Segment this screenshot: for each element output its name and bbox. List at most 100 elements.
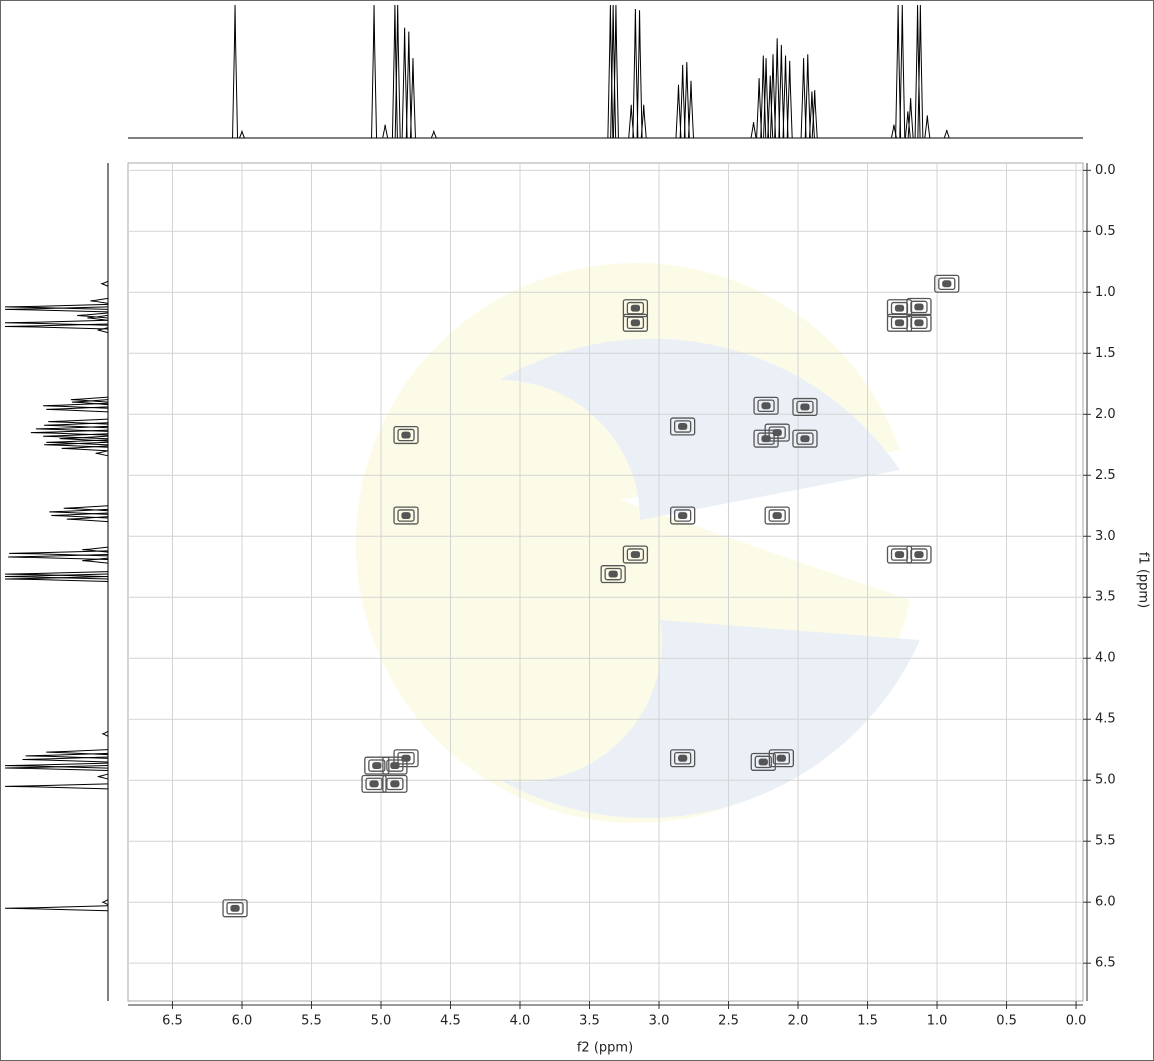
top-projection-peak — [409, 58, 416, 139]
top-projection-peak — [640, 104, 647, 139]
cross-peak — [600, 565, 626, 584]
top-projection-peak — [612, 4, 619, 139]
top-projection-peak — [895, 4, 902, 139]
left-projection-peak — [4, 905, 109, 912]
contour — [390, 780, 400, 788]
contour — [230, 904, 240, 912]
top-projection-peak — [756, 78, 763, 139]
cross-peak — [934, 274, 960, 293]
left-projection-peak — [43, 402, 109, 409]
cross-peak — [361, 774, 387, 793]
cross-peak — [906, 545, 932, 564]
x-tick-label: 5.5 — [301, 1014, 322, 1029]
left-projection-peak — [97, 773, 109, 780]
left-projection-peak — [4, 783, 109, 790]
x-tick-label: 3.0 — [649, 1014, 670, 1029]
left-projection-peak — [25, 752, 109, 759]
top-projection-peak — [811, 90, 818, 139]
contour — [386, 777, 404, 791]
contour — [678, 423, 688, 430]
top-projection-peak — [405, 31, 412, 139]
top-projection-peak — [679, 64, 686, 139]
y-tick-label: 1.5 — [1095, 346, 1116, 361]
contour — [393, 506, 419, 525]
left-projection-peak — [101, 730, 109, 737]
top-projection-peak — [687, 80, 694, 139]
left-projection-peak — [48, 418, 109, 425]
top-projection-peak — [683, 62, 690, 139]
top-projection-peak — [917, 4, 924, 139]
top-projection-peak — [401, 27, 408, 139]
contour — [368, 759, 386, 772]
cross-peak — [670, 417, 696, 436]
y-tick-label: 0.5 — [1095, 224, 1116, 239]
contour — [750, 752, 776, 771]
contour — [753, 396, 779, 415]
contour — [894, 551, 905, 559]
top-projection-peak — [675, 84, 682, 139]
contour — [670, 749, 696, 768]
left-projection-peak — [77, 312, 109, 319]
y-tick-label: 4.0 — [1095, 651, 1116, 666]
contour — [938, 277, 956, 291]
top-projection-peak — [786, 60, 793, 139]
cross-peak — [393, 425, 419, 445]
cross-peak — [792, 397, 818, 417]
cross-peak — [764, 506, 790, 525]
left-projection-peak — [46, 749, 109, 756]
cross-peak — [670, 749, 696, 768]
left-projection-peak — [61, 445, 109, 452]
contour — [753, 429, 779, 448]
top-projection-peak — [239, 129, 245, 139]
contour — [792, 397, 818, 417]
contour — [670, 417, 696, 436]
top-projection-peak — [899, 4, 906, 139]
cross-peak — [670, 506, 696, 525]
x-tick-label: 2.0 — [788, 1014, 809, 1029]
contour — [800, 403, 810, 411]
left-projection-peak — [51, 512, 109, 519]
cross-peak — [222, 899, 248, 918]
left-projection-peak — [49, 508, 109, 515]
contour — [768, 509, 786, 522]
x-tick-label: 1.5 — [857, 1014, 878, 1029]
x-tick-label: 4.0 — [510, 1014, 531, 1029]
top-projection-peak — [632, 8, 639, 139]
y-tick-label: 1.0 — [1095, 285, 1116, 300]
contour — [910, 316, 928, 330]
cross-peak — [622, 299, 649, 318]
left-projection-peak — [46, 439, 109, 446]
contour — [386, 759, 404, 772]
contour — [401, 754, 411, 762]
contour — [608, 570, 618, 578]
contour — [772, 429, 782, 437]
top-projection-peak — [382, 124, 389, 139]
contour — [626, 548, 645, 561]
y-tick-label: 6.5 — [1095, 956, 1116, 971]
contour — [914, 551, 924, 559]
contour — [222, 899, 248, 918]
contour — [757, 399, 775, 412]
left-projection-peak — [46, 406, 109, 413]
y-tick-label: 4.5 — [1095, 712, 1116, 727]
contour — [674, 752, 692, 765]
x-axis-label: f2 (ppm) — [577, 1041, 633, 1056]
contour — [757, 432, 775, 445]
contour — [772, 752, 790, 765]
contour — [894, 304, 905, 312]
x-tick-label: 2.5 — [718, 1014, 739, 1029]
contour — [906, 313, 932, 332]
top-projection-peak — [943, 129, 950, 139]
contour — [761, 402, 771, 410]
contour — [914, 303, 924, 311]
y-tick-label: 2.0 — [1095, 407, 1116, 422]
x-tick-label: 1.0 — [927, 1014, 948, 1029]
contour — [674, 420, 692, 433]
left-projection-peak — [101, 899, 109, 906]
contour — [401, 431, 411, 439]
y-tick-label: 3.5 — [1095, 590, 1116, 605]
contour — [764, 506, 790, 525]
top-projection-peak — [804, 54, 811, 139]
